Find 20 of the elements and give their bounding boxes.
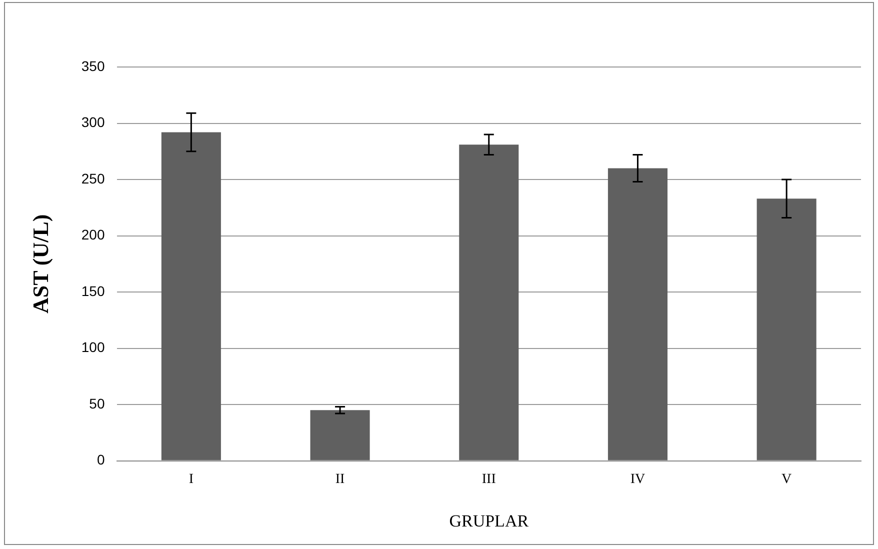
y-tick-label: 200 — [81, 226, 105, 243]
y-tick-label: 300 — [81, 114, 105, 130]
y-axis-title: AST (U/L) — [28, 214, 53, 314]
x-tick-label: II — [335, 472, 346, 487]
x-tick-label: V — [782, 472, 792, 487]
x-tick-label: I — [188, 472, 194, 487]
y-tick-label: 250 — [81, 170, 105, 186]
y-tick-label: 150 — [81, 282, 105, 299]
bar — [310, 410, 370, 460]
y-tick-label: 50 — [89, 395, 105, 412]
x-axis-title: GRUPLAR — [449, 511, 530, 530]
x-tick-label: III — [482, 472, 496, 487]
x-tick-label: IV — [630, 472, 646, 487]
bar — [459, 144, 519, 460]
y-tick-label: 0 — [96, 452, 105, 468]
bar — [161, 132, 221, 460]
bar — [756, 198, 816, 460]
y-tick-label: 350 — [81, 58, 105, 74]
y-tick-label: 100 — [81, 339, 105, 356]
bar — [608, 168, 668, 460]
